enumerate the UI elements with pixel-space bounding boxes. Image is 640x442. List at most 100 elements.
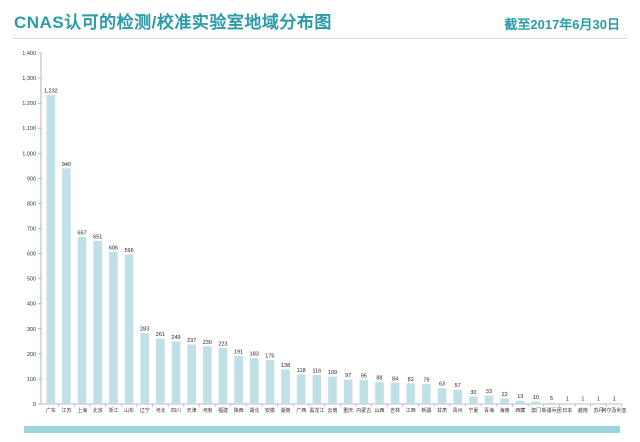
date-label: 截至2017年6月30日 — [504, 17, 620, 32]
y-tick-label: 1,100 — [22, 126, 36, 132]
data-label: 138 — [281, 363, 290, 369]
data-label: 1 — [581, 397, 584, 403]
x-tick-label: 浙江 — [108, 407, 118, 414]
bar — [124, 254, 134, 404]
bar — [187, 344, 196, 404]
bar — [234, 356, 243, 404]
bar — [609, 403, 619, 404]
x-tick-label: 越南 — [578, 407, 588, 414]
x-tick-label: 广西 — [296, 407, 306, 414]
data-label: 1,232 — [44, 89, 58, 95]
x-tick-label: 湖北 — [249, 407, 259, 414]
bar — [296, 374, 306, 404]
bar — [562, 403, 572, 404]
y-tick-label: 300 — [27, 327, 36, 333]
data-label: 183 — [250, 352, 259, 358]
x-tick-label: 青海 — [484, 407, 494, 414]
bar — [140, 333, 150, 404]
data-label: 95 — [361, 374, 367, 380]
data-label: 1 — [566, 397, 569, 403]
data-label: 191 — [234, 350, 243, 356]
data-label: 667 — [78, 230, 87, 236]
data-label: 30 — [470, 390, 476, 396]
data-label: 63 — [439, 382, 445, 388]
bar — [46, 95, 56, 404]
data-label: 5 — [550, 396, 553, 402]
bar — [375, 381, 384, 404]
x-tick-label: 上海 — [77, 407, 87, 414]
y-tick-label: 800 — [27, 201, 36, 207]
bar — [531, 401, 541, 404]
bar — [422, 384, 431, 404]
data-label: 261 — [156, 332, 165, 338]
data-label: 22 — [502, 392, 508, 398]
data-label: 10 — [533, 395, 539, 401]
bar — [406, 383, 416, 404]
x-tick-label: 江苏 — [61, 407, 71, 414]
x-tick-label: 新疆兵团 — [542, 407, 562, 414]
x-tick-label: 天津 — [187, 407, 197, 414]
bar — [281, 369, 290, 404]
bottom-band — [24, 426, 620, 433]
data-label: 116 — [312, 368, 321, 374]
bar — [515, 400, 525, 404]
bar — [469, 396, 478, 404]
header-divider — [12, 38, 628, 39]
bar — [312, 374, 322, 404]
bar — [265, 360, 275, 404]
bar — [218, 348, 228, 404]
bar — [77, 236, 87, 404]
x-tick-label: 甘肃 — [437, 407, 447, 414]
x-tick-label: 阿尔及利亚 — [602, 407, 627, 414]
x-tick-label: 内蒙古 — [356, 407, 371, 414]
bar — [328, 376, 337, 404]
data-label: 97 — [345, 373, 351, 379]
data-label: 1 — [613, 397, 616, 403]
y-tick-label: 400 — [27, 302, 36, 308]
bar — [500, 398, 509, 404]
x-tick-label: 湖南 — [281, 407, 291, 414]
data-label: 249 — [171, 335, 180, 341]
data-label: 13 — [517, 394, 523, 400]
x-tick-label: 福建 — [218, 407, 228, 414]
data-label: 88 — [376, 375, 382, 381]
data-label: 283 — [140, 327, 149, 333]
x-tick-label: 海南 — [500, 407, 510, 414]
y-tick-label: 200 — [27, 352, 36, 358]
bar — [171, 341, 181, 404]
x-tick-label: 云南 — [327, 407, 337, 414]
bar — [109, 252, 118, 404]
data-label: 79 — [423, 378, 429, 384]
bar — [437, 388, 447, 404]
x-tick-label: 四川 — [171, 408, 181, 414]
data-label: 109 — [328, 370, 337, 376]
bar — [203, 346, 212, 404]
data-label: 33 — [486, 389, 492, 395]
x-tick-label: 贵州 — [453, 407, 463, 414]
data-label: 230 — [203, 340, 212, 346]
x-tick-label: 新疆 — [421, 407, 431, 414]
x-tick-label: 吉林 — [390, 407, 400, 414]
x-tick-label: 北京 — [93, 407, 103, 414]
data-label: 1 — [597, 397, 600, 403]
data-label: 606 — [109, 246, 118, 252]
x-tick-label: 山东 — [124, 407, 134, 414]
bar — [453, 389, 462, 404]
x-tick-label: 安徽 — [265, 407, 275, 414]
x-tick-label: 河南 — [202, 407, 212, 414]
data-label: 82 — [408, 377, 414, 383]
chart-title: CNAS认可的检测/校准实验室地域分布图 — [14, 13, 332, 32]
x-tick-label: 澳门 — [531, 407, 541, 414]
bar — [359, 380, 369, 404]
bar — [343, 379, 353, 404]
data-label: 940 — [62, 162, 71, 168]
x-tick-label: 宁夏 — [468, 407, 478, 414]
bar — [578, 403, 588, 404]
y-tick-label: 500 — [27, 277, 36, 283]
data-label: 57 — [455, 383, 461, 389]
data-label: 84 — [392, 376, 398, 382]
bar-chart: 0 100 200 300 400 500 600 700 800 900 1,000 1,100 1,… — [22, 51, 627, 414]
y-tick-label: 100 — [27, 377, 36, 383]
bar — [484, 395, 494, 404]
y-tick-label: 900 — [27, 176, 36, 182]
